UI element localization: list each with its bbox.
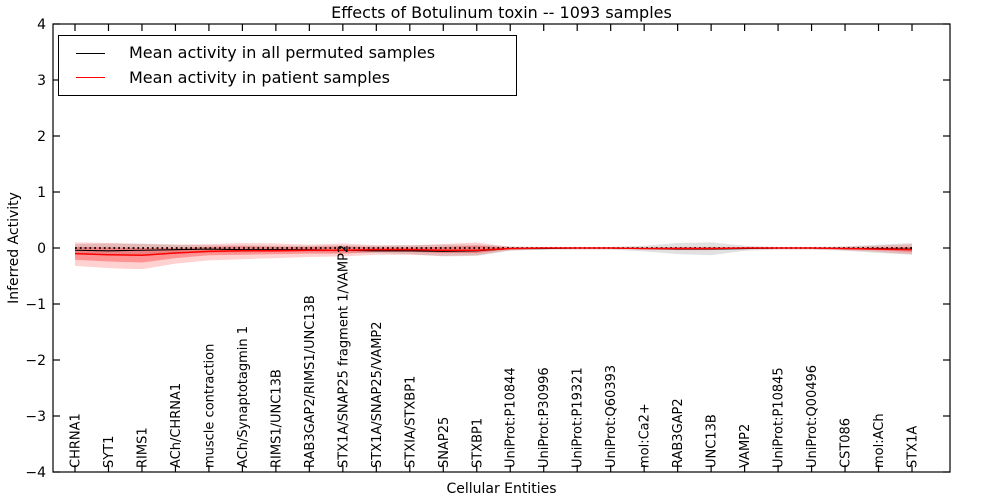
x-tick-label: STX1A: [906, 426, 921, 468]
x-tick-label: UniProt:P10844: [504, 367, 519, 468]
legend-label: Mean activity in patient samples: [129, 67, 390, 87]
legend-label: Mean activity in all permuted samples: [129, 43, 436, 63]
y-tick-label: −3: [25, 409, 46, 425]
x-tick-label: UniProt:Q60393: [604, 365, 619, 468]
y-tick-label: 2: [37, 129, 46, 145]
y-tick-label: −4: [25, 465, 46, 481]
x-tick-label: RIMS1: [135, 427, 150, 468]
x-tick-label: RAB3GAP2/RIMS1/UNC13B: [303, 295, 318, 468]
y-tick-label: −1: [25, 297, 46, 313]
legend-row: Mean activity in patient samples: [76, 67, 516, 87]
x-tick-label: UniProt:Q00496: [805, 365, 820, 468]
y-tick-label: 4: [37, 17, 46, 33]
x-tick-label: STXBP1: [470, 418, 485, 468]
x-tick-label: RIMS1/UNC13B: [269, 369, 284, 468]
x-tick-label: STX1A/SNAP25/VAMP2: [370, 321, 385, 468]
legend-line-swatch-patient: [76, 77, 105, 79]
x-tick-label: ACh/CHRNA1: [169, 383, 184, 468]
chart-title: Effects of Botulinum toxin -- 1093 sampl…: [331, 3, 672, 22]
x-tick-label: SNAP25: [437, 417, 452, 468]
x-tick-label: SYT1: [102, 436, 117, 468]
y-tick-label: 1: [37, 185, 46, 201]
y-tick-label: 3: [37, 73, 46, 89]
x-tick-label: UniProt:P30996: [537, 367, 552, 468]
series-line-patient-mean: [74, 247, 913, 257]
legend-row: Mean activity in all permuted samples: [76, 45, 516, 61]
x-tick-label: mol:Ca2+: [638, 403, 653, 468]
x-tick-label: STXIA/STXBP1: [403, 376, 418, 468]
x-tick-label: CST086: [839, 418, 854, 468]
x-tick-label: UNC13B: [705, 414, 720, 468]
x-tick-label: UniProt:P19321: [571, 367, 586, 468]
x-tick-label: ACh/Synaptotagmin 1: [236, 326, 251, 468]
y-tick-label: −2: [25, 353, 46, 369]
x-tick-label: STX1A/SNAP25 fragment 1/VAMP2: [336, 245, 351, 468]
x-tick-label: VAMP2: [738, 424, 753, 468]
legend: Mean activity in all permuted samples Me…: [58, 35, 517, 96]
y-tick-label: 0: [37, 241, 46, 257]
legend-line-swatch-permuted: [76, 52, 105, 54]
x-tick-label: CHRNA1: [69, 413, 84, 468]
x-axis-label: Cellular Entities: [446, 481, 557, 497]
x-tick-label: mol:ACh: [872, 413, 887, 468]
x-tick-label: RAB3GAP2: [671, 398, 686, 468]
x-tick-label: UniProt:P10845: [772, 367, 787, 468]
x-tick-label: muscle contraction: [202, 344, 217, 468]
